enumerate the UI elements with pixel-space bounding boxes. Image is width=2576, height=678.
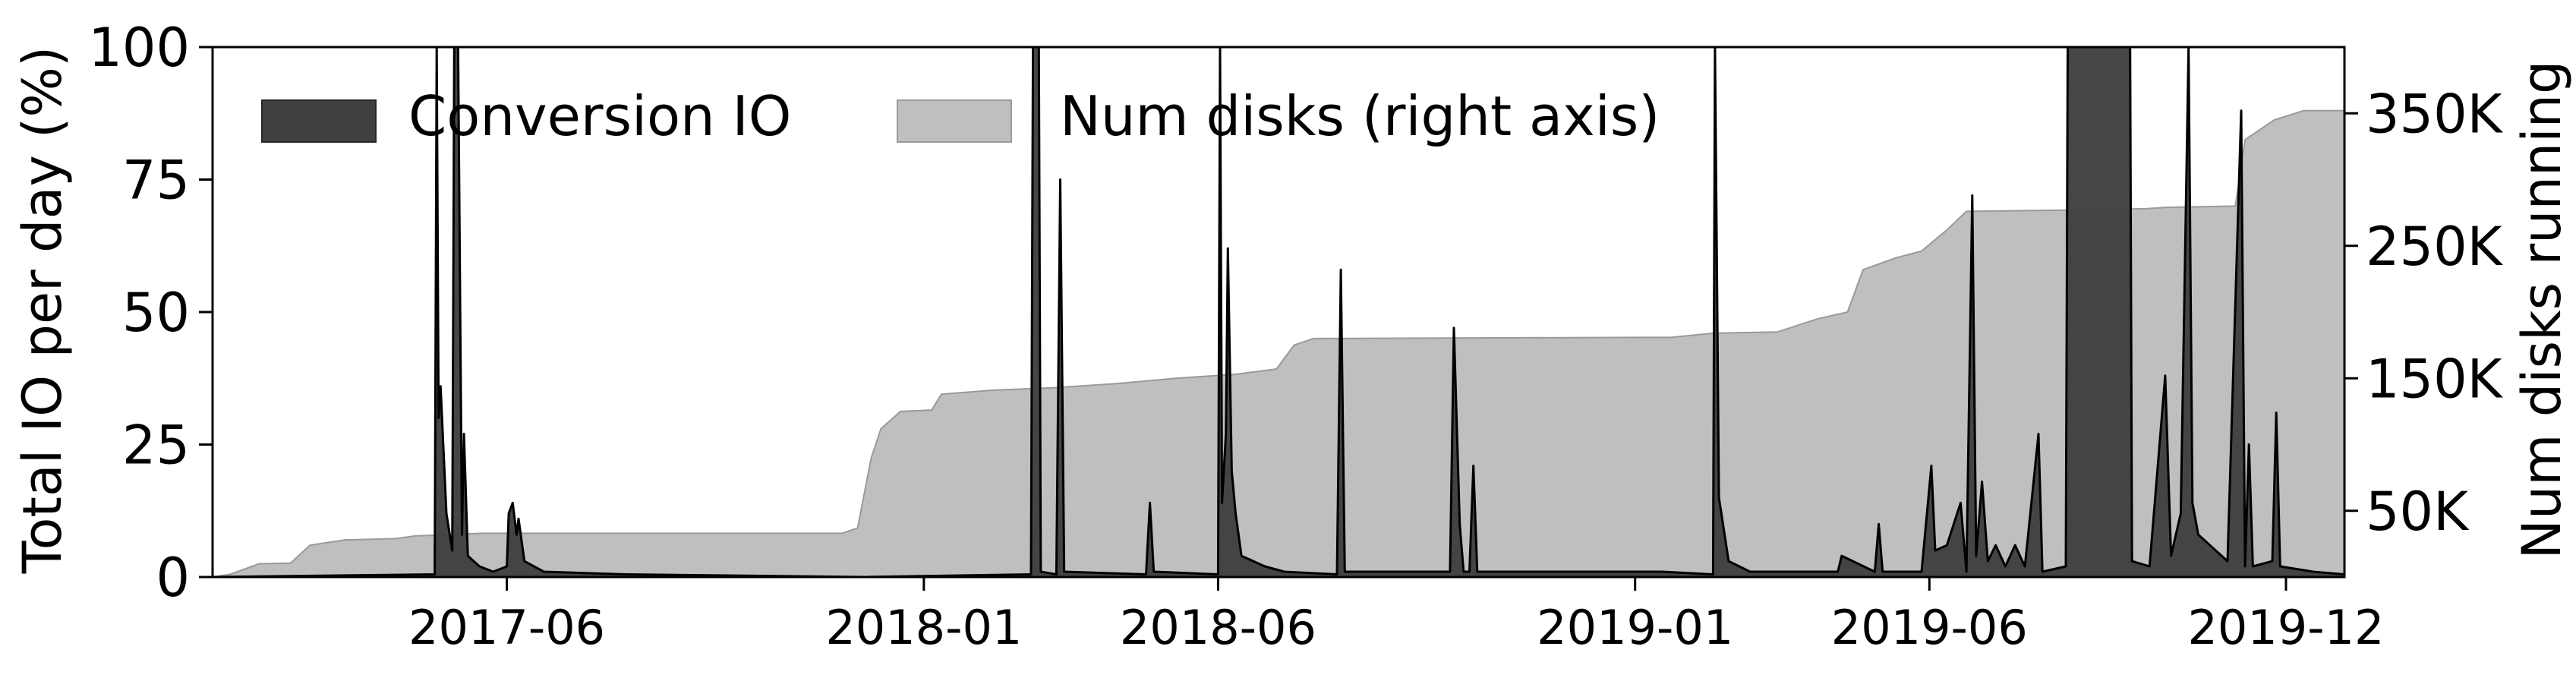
y-tick-label-right: 50K <box>2366 481 2470 543</box>
y-tick-label-left: 50 <box>122 282 190 344</box>
legend-label-conversion-io: Conversion IO <box>408 84 791 148</box>
legend-label-num-disks: Num disks (right axis) <box>1060 84 1660 148</box>
y-axis-title-left: Total IO per day (%) <box>11 46 74 574</box>
legend-swatch-num-disks <box>897 99 1012 143</box>
axes: 0 25 50 75 100 50K 150K 250K 350K 2017-06 2018-01 2… <box>88 17 2503 655</box>
x-tick-label: 2017-06 <box>408 600 605 655</box>
y-tick-label-right: 150K <box>2366 348 2504 410</box>
y-tick-label-right: 350K <box>2366 83 2504 145</box>
x-tick-label: 2018-01 <box>825 600 1022 655</box>
legend: Conversion IO Num disks (right axis) <box>261 84 1660 148</box>
y-tick-label-left: 25 <box>122 415 190 477</box>
y-tick-label-left: 0 <box>156 547 190 609</box>
x-tick-label: 2019-06 <box>1831 600 2028 655</box>
series-area-conversion-io <box>211 46 2346 579</box>
series-area-num-disks-right-axis <box>212 109 2345 578</box>
y-tick-label-right: 250K <box>2366 216 2504 278</box>
x-tick-label: 2018-06 <box>1120 600 1316 655</box>
legend-swatch-conversion-io <box>261 99 377 143</box>
y-tick-label-left: 100 <box>88 17 190 79</box>
x-tick-label: 2019-12 <box>2187 600 2384 655</box>
y-tick-label-left: 75 <box>122 150 190 212</box>
plot-area <box>211 46 2346 579</box>
x-tick-label: 2019-01 <box>1537 600 1733 655</box>
y-axis-title-right: Num disks running <box>2511 61 2573 560</box>
